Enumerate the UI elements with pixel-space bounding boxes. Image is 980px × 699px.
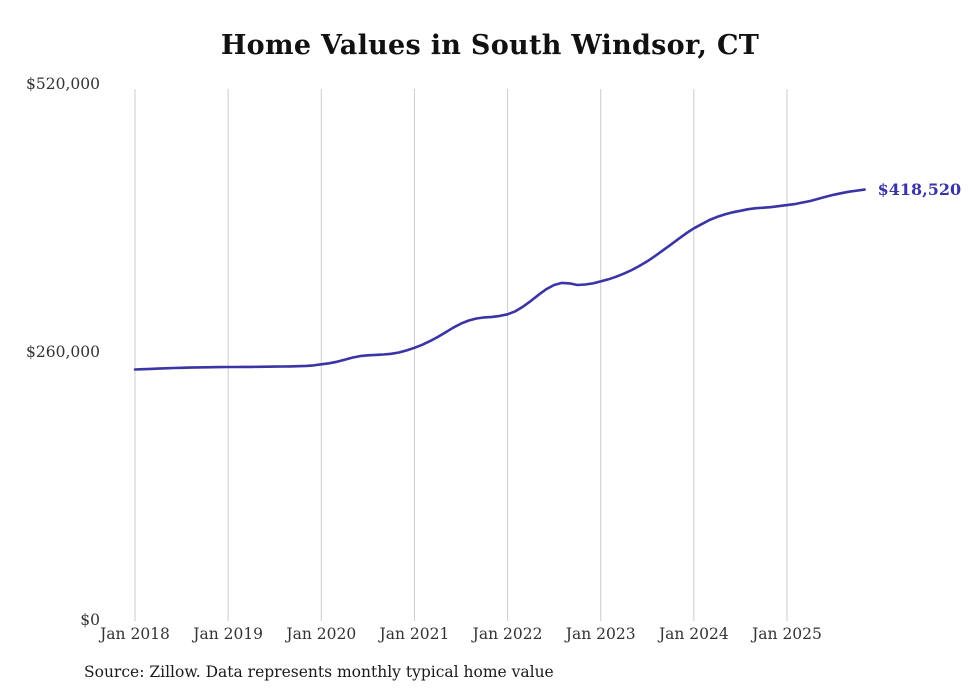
x-axis-label: Jan 2020 (286, 625, 357, 643)
source-note: Source: Zillow. Data represents monthly … (84, 663, 554, 681)
chart-title: Home Values in South Windsor, CT (220, 30, 760, 61)
x-axis-label: Jan 2024 (658, 625, 729, 643)
x-axis-label: Jan 2019 (193, 625, 264, 643)
end-value-label: $418,520 (877, 179, 962, 199)
x-axis-label: Jan 2018 (100, 625, 170, 643)
x-axis-label: Jan 2025 (752, 625, 822, 643)
y-axis-label: $520,000 (26, 75, 100, 93)
x-axis-label: Jan 2021 (379, 625, 450, 643)
value-line (133, 188, 866, 371)
x-axis-label: Jan 2022 (472, 625, 543, 643)
x-axis-label: Jan 2023 (565, 625, 636, 643)
y-axis-label: $260,000 (26, 343, 100, 361)
gridlines (134, 89, 788, 621)
y-axis-label: $0 (80, 611, 100, 629)
